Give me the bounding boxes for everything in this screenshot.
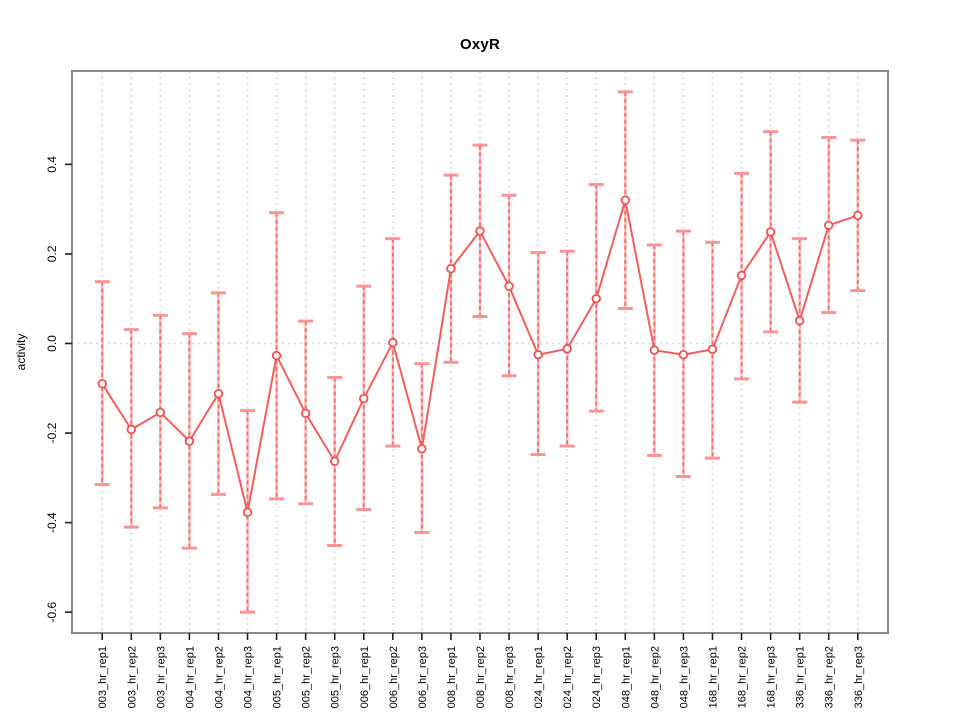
data-point-marker	[562, 344, 572, 354]
y-tick-label: -0.2	[45, 422, 59, 443]
data-point-marker	[736, 270, 747, 281]
x-tick-label: 004_hr_rep2	[213, 646, 225, 708]
x-tick-label: 024_hr_rep2	[562, 646, 574, 708]
data-point-marker	[591, 294, 601, 304]
y-tick-label: 0.0	[45, 335, 59, 352]
data-point-marker	[765, 227, 776, 237]
x-tick-label: 168_hr_rep1	[707, 646, 719, 708]
x-tick-label: 008_hr_rep3	[504, 646, 516, 708]
x-tick-label: 004_hr_rep3	[243, 646, 255, 708]
data-point-marker	[678, 349, 689, 360]
x-tick-label: 336_hr_rep3	[853, 646, 865, 708]
data-point-marker	[649, 345, 660, 355]
x-tick-label: 004_hr_rep1	[184, 646, 196, 708]
x-tick-label: 048_hr_rep2	[649, 646, 661, 708]
x-tick-label: 003_hr_rep2	[126, 646, 138, 708]
x-tick-label: 005_hr_rep2	[301, 646, 313, 708]
x-tick-label: 336_hr_rep1	[795, 646, 807, 708]
data-point-marker	[242, 507, 253, 518]
x-tick-label: 336_hr_rep2	[824, 646, 836, 708]
x-tick-label: 048_hr_rep3	[678, 646, 690, 708]
x-tick-label: 006_hr_rep2	[388, 646, 400, 708]
chart-title: OxyR	[460, 36, 500, 53]
data-point-marker	[388, 337, 398, 348]
data-point-marker	[155, 407, 166, 418]
x-tick-label: 006_hr_rep1	[359, 646, 371, 708]
data-point-marker	[533, 349, 543, 360]
data-point-marker	[853, 210, 863, 221]
data-point-marker	[824, 220, 834, 230]
x-tick-label: 005_hr_rep1	[272, 646, 284, 708]
y-tick-label: 0.4	[45, 156, 59, 173]
x-tick-label: 003_hr_rep1	[97, 646, 109, 708]
y-tick-label: -0.6	[45, 602, 59, 623]
data-point-marker	[707, 344, 718, 355]
y-tick-label: 0.2	[45, 245, 59, 262]
data-point-marker	[504, 281, 514, 291]
x-tick-label: 008_hr_rep2	[475, 646, 487, 708]
data-point-marker	[97, 379, 107, 389]
data-point-marker	[184, 436, 195, 446]
data-point-marker	[446, 264, 456, 274]
y-tick-label: -0.4	[45, 512, 59, 533]
data-point-marker	[126, 424, 136, 435]
data-point-marker	[359, 393, 369, 404]
x-tick-label: 005_hr_rep3	[330, 646, 342, 708]
data-point-marker	[794, 315, 805, 326]
x-tick-label: 008_hr_rep1	[446, 646, 458, 708]
x-tick-label: 024_hr_rep1	[533, 646, 545, 708]
x-tick-label: 024_hr_rep3	[591, 646, 603, 708]
data-point-marker	[271, 350, 282, 361]
data-point-marker	[330, 456, 340, 466]
x-tick-label: 006_hr_rep3	[417, 646, 429, 708]
x-tick-label: 168_hr_rep2	[737, 646, 749, 708]
x-tick-label: 003_hr_rep3	[155, 646, 167, 708]
data-point-marker	[475, 226, 485, 236]
data-point-marker	[620, 195, 630, 205]
x-tick-label: 048_hr_rep1	[620, 646, 632, 708]
data-point-marker	[300, 408, 311, 419]
data-point-marker	[213, 388, 224, 399]
x-tick-label: 168_hr_rep3	[766, 646, 778, 708]
data-point-marker	[417, 444, 427, 454]
